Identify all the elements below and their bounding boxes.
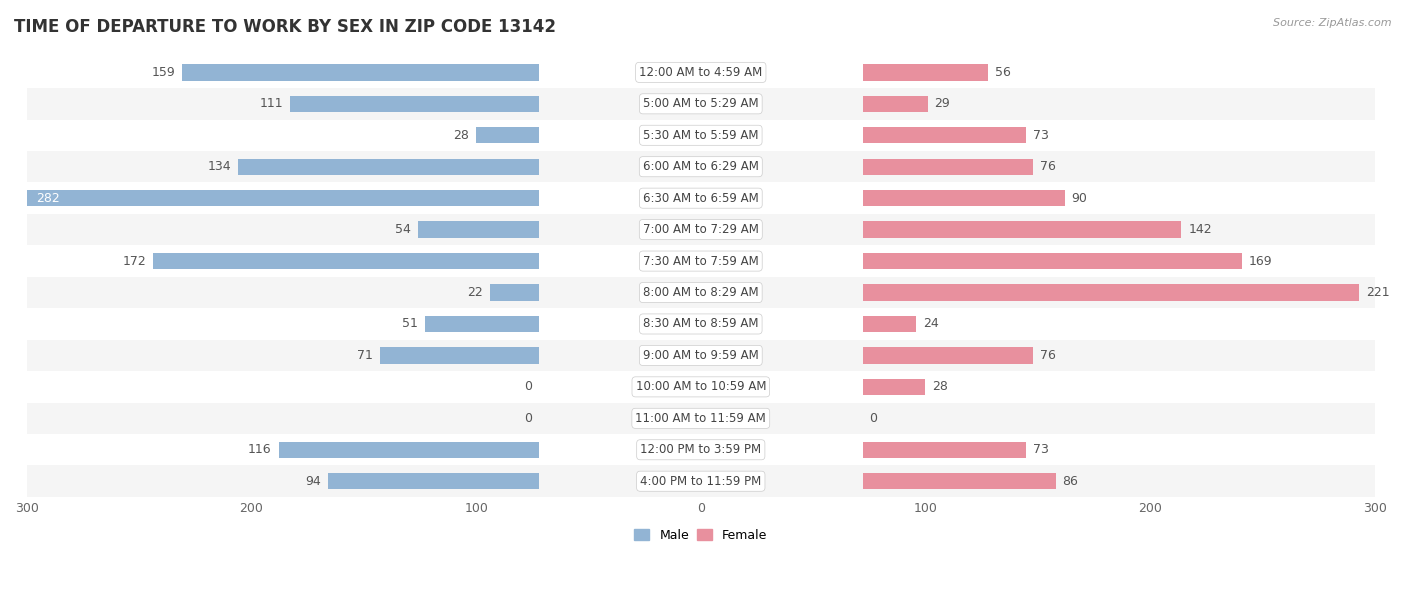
Text: 90: 90 — [1071, 192, 1087, 205]
Text: 116: 116 — [247, 443, 271, 456]
Bar — [862, 64, 988, 80]
Text: TIME OF DEPARTURE TO WORK BY SEX IN ZIP CODE 13142: TIME OF DEPARTURE TO WORK BY SEX IN ZIP … — [14, 18, 555, 36]
Text: 11:00 AM to 11:59 AM: 11:00 AM to 11:59 AM — [636, 412, 766, 425]
Text: 111: 111 — [259, 98, 283, 110]
Bar — [290, 96, 538, 112]
Text: 169: 169 — [1249, 255, 1272, 268]
Bar — [862, 316, 917, 332]
Text: 73: 73 — [1033, 443, 1049, 456]
Text: 12:00 AM to 4:59 AM: 12:00 AM to 4:59 AM — [640, 66, 762, 79]
Text: 0: 0 — [869, 412, 877, 425]
Bar — [0, 190, 538, 206]
Bar — [862, 158, 1033, 175]
Bar — [418, 221, 538, 238]
Bar — [27, 214, 1375, 245]
Text: 0: 0 — [524, 412, 533, 425]
Text: 73: 73 — [1033, 129, 1049, 142]
Text: 76: 76 — [1040, 349, 1056, 362]
Bar — [862, 441, 1026, 458]
Text: 56: 56 — [995, 66, 1011, 79]
Bar — [862, 127, 1026, 143]
Text: 24: 24 — [924, 318, 939, 330]
Text: 71: 71 — [357, 349, 373, 362]
Text: 5:30 AM to 5:59 AM: 5:30 AM to 5:59 AM — [643, 129, 759, 142]
Text: 159: 159 — [152, 66, 176, 79]
Bar — [489, 284, 538, 300]
Bar — [27, 340, 1375, 371]
Text: 142: 142 — [1188, 223, 1212, 236]
Text: 12:00 PM to 3:59 PM: 12:00 PM to 3:59 PM — [640, 443, 762, 456]
Bar — [380, 347, 538, 364]
Text: 10:00 AM to 10:59 AM: 10:00 AM to 10:59 AM — [636, 380, 766, 393]
Bar — [862, 378, 925, 395]
Bar — [27, 151, 1375, 183]
Bar — [328, 473, 538, 490]
Text: 8:30 AM to 8:59 AM: 8:30 AM to 8:59 AM — [643, 318, 759, 330]
Bar — [862, 253, 1241, 270]
Text: 4:00 PM to 11:59 PM: 4:00 PM to 11:59 PM — [640, 475, 762, 488]
Bar — [27, 57, 1375, 88]
Text: 51: 51 — [402, 318, 418, 330]
Bar — [27, 88, 1375, 120]
Bar — [862, 190, 1064, 206]
Text: 54: 54 — [395, 223, 411, 236]
Bar — [862, 347, 1033, 364]
Bar — [181, 64, 538, 80]
Text: 28: 28 — [932, 380, 948, 393]
Bar — [27, 120, 1375, 151]
Text: 221: 221 — [1365, 286, 1389, 299]
Bar — [862, 96, 928, 112]
Bar — [425, 316, 538, 332]
Bar — [27, 371, 1375, 403]
Text: 7:30 AM to 7:59 AM: 7:30 AM to 7:59 AM — [643, 255, 759, 268]
Text: 172: 172 — [122, 255, 146, 268]
Text: 76: 76 — [1040, 160, 1056, 173]
Bar — [27, 277, 1375, 308]
Bar — [27, 465, 1375, 497]
Text: 94: 94 — [305, 475, 321, 488]
Text: 7:00 AM to 7:29 AM: 7:00 AM to 7:29 AM — [643, 223, 759, 236]
Bar — [278, 441, 538, 458]
Bar — [238, 158, 538, 175]
Text: Source: ZipAtlas.com: Source: ZipAtlas.com — [1274, 18, 1392, 28]
Text: 28: 28 — [454, 129, 470, 142]
Text: 6:00 AM to 6:29 AM: 6:00 AM to 6:29 AM — [643, 160, 759, 173]
Bar — [862, 284, 1360, 300]
Text: 22: 22 — [467, 286, 482, 299]
Text: 5:00 AM to 5:29 AM: 5:00 AM to 5:29 AM — [643, 98, 759, 110]
Text: 0: 0 — [524, 380, 533, 393]
Legend: Male, Female: Male, Female — [628, 522, 773, 548]
Text: 134: 134 — [208, 160, 232, 173]
Text: 86: 86 — [1063, 475, 1078, 488]
Bar — [862, 473, 1056, 490]
Bar — [27, 434, 1375, 465]
Text: 6:30 AM to 6:59 AM: 6:30 AM to 6:59 AM — [643, 192, 759, 205]
Bar — [27, 308, 1375, 340]
Text: 8:00 AM to 8:29 AM: 8:00 AM to 8:29 AM — [643, 286, 759, 299]
Text: 282: 282 — [37, 192, 59, 205]
Text: 29: 29 — [935, 98, 950, 110]
Bar — [27, 183, 1375, 214]
Bar — [153, 253, 538, 270]
Bar — [27, 403, 1375, 434]
Bar — [27, 245, 1375, 277]
Text: 9:00 AM to 9:59 AM: 9:00 AM to 9:59 AM — [643, 349, 759, 362]
Bar — [862, 221, 1181, 238]
Bar — [477, 127, 538, 143]
